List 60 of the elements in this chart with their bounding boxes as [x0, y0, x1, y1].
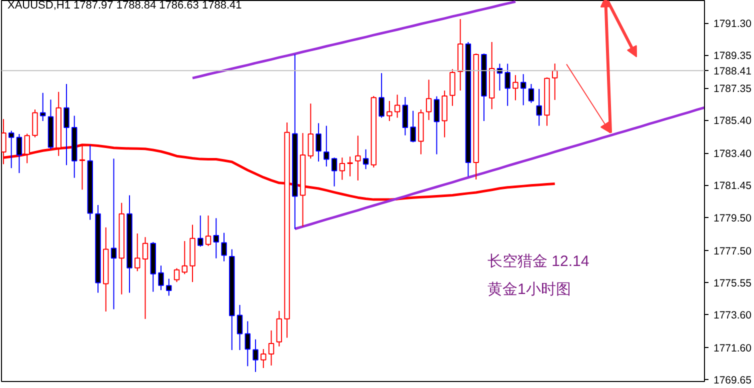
candlestick [142, 236, 148, 320]
candlestick [252, 338, 258, 372]
candlestick [402, 96, 408, 136]
candlestick [276, 310, 282, 347]
y-tick-label: 1781.45 [714, 180, 752, 192]
candlestick [166, 278, 172, 296]
y-tick-label: 1775.55 [714, 277, 752, 290]
candlestick [134, 232, 140, 272]
candlestick [347, 156, 353, 177]
candlestick [331, 157, 338, 187]
candlestick [110, 158, 117, 310]
y-tick-label: 1773.60 [714, 309, 752, 322]
candlestick [512, 74, 518, 101]
y-tick-label: 1787.35 [714, 83, 752, 96]
candlestick [268, 330, 274, 366]
candlestick [339, 157, 346, 180]
ref-line-label: 1788.41 [714, 66, 752, 78]
candlestick [386, 100, 392, 122]
candlestick [64, 83, 70, 166]
candlestick [308, 103, 314, 160]
candlestick [16, 134, 22, 174]
candlestick [158, 265, 164, 291]
candlestick [174, 268, 180, 283]
candlestick [205, 215, 212, 246]
candlestick [528, 83, 534, 104]
candlestick [221, 232, 227, 262]
candlestick [198, 215, 204, 248]
candlestick [520, 74, 526, 106]
candlestick [182, 240, 188, 275]
candlestick [236, 304, 243, 351]
candlestick [40, 92, 46, 122]
candlestick [504, 63, 510, 106]
candlestick [434, 96, 440, 155]
y-tick-label: 1783.40 [714, 148, 752, 160]
candlestick [362, 148, 369, 170]
y-tick-label: 1779.50 [714, 212, 752, 224]
candlestick [394, 94, 400, 118]
y-tick-label: 1785.40 [714, 115, 752, 128]
candlestick [450, 68, 456, 106]
candlestick [426, 79, 432, 121]
y-tick-label: 1771.60 [714, 342, 752, 354]
candlestick [410, 110, 416, 143]
candlestick [324, 125, 330, 167]
annotation: 长空猎金 12.14 [488, 253, 590, 270]
candlestick [536, 88, 542, 126]
y-tick-label: 1791.30 [714, 18, 752, 30]
y-tick-label: 1769.65 [714, 374, 752, 387]
annotation: 黄金1小时图 [488, 281, 571, 298]
candlestick [32, 109, 38, 138]
candlestick [8, 130, 14, 169]
y-tick-label: 1777.50 [714, 245, 752, 258]
chart-title: XAUUSD,H1 1787.97 1788.84 1786.63 1788.41 [8, 0, 242, 12]
candlestick [378, 72, 384, 118]
candlestick [244, 320, 251, 367]
candlestick [355, 135, 361, 181]
line-series [294, 106, 704, 230]
candlestick [260, 348, 266, 368]
candlestick [213, 218, 220, 259]
candlestick [316, 122, 322, 162]
y-tick-label: 1789.35 [714, 50, 752, 62]
